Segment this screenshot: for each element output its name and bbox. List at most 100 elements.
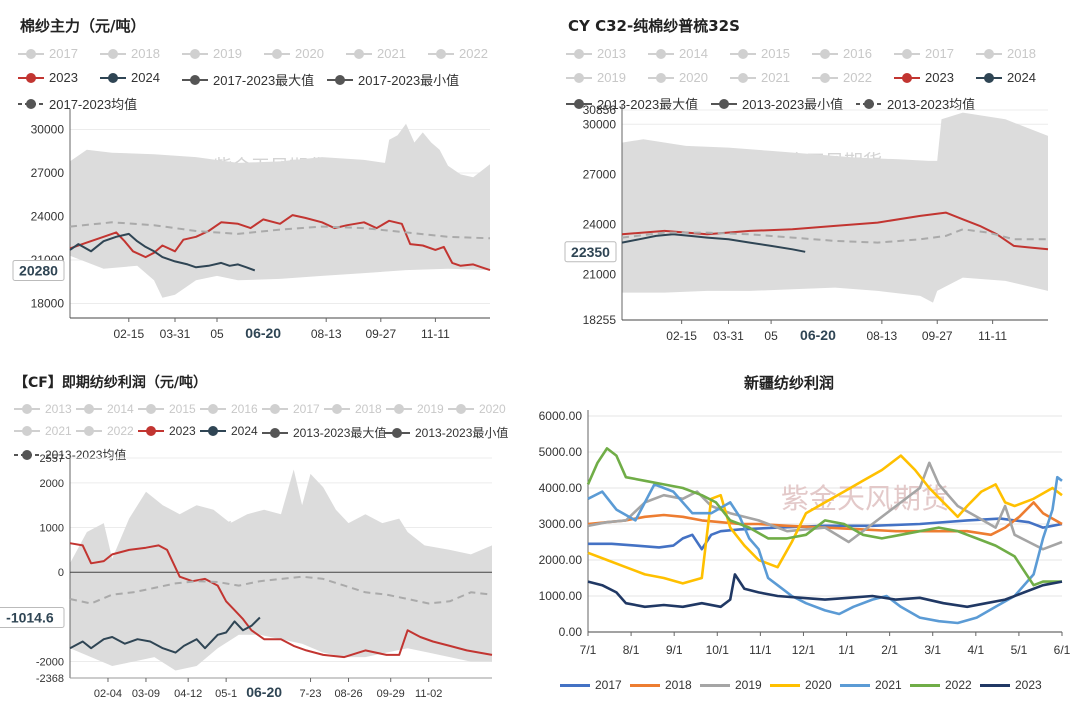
legend-label: 2020 (295, 46, 324, 61)
legend-item[interactable]: 2022 (76, 424, 134, 438)
series-line-2013-2023均值 (621, 228, 1048, 244)
legend-item[interactable]: 2023 (894, 70, 954, 85)
legend-item[interactable]: 2017-2023均值 (18, 94, 137, 113)
legend-item[interactable]: 2013 (566, 46, 626, 61)
legend-item[interactable]: 2018 (630, 678, 692, 692)
legend-item[interactable]: 2022 (428, 46, 488, 61)
legend-label: 2017-2023最大值 (213, 73, 315, 88)
legend-item[interactable]: 2013-2023最小值 (711, 94, 843, 113)
legend-item[interactable]: 2013-2023均值 (856, 94, 975, 113)
y-tick-label: 2000.00 (539, 553, 583, 567)
legend-item[interactable]: 2021 (840, 678, 902, 692)
legend-item[interactable]: 2013-2023最小值 (384, 424, 508, 441)
legend-item[interactable]: 2023 (18, 70, 78, 85)
legend-item[interactable]: 2017 (560, 678, 622, 692)
y-tick-label: 30856 (583, 103, 617, 117)
legend-marker-icon (730, 72, 756, 84)
legend-label: 2013 (45, 402, 72, 416)
x-tick-label: 6/1 (1054, 643, 1071, 657)
legend-item[interactable]: 2018 (100, 46, 160, 61)
chart-legend: 2017 2018 2019 2020 2021 2022 2023 (560, 676, 1080, 694)
legend-marker-icon (14, 403, 40, 415)
max-min-band (70, 123, 490, 298)
legend-label: 2014 (107, 402, 134, 416)
legend-item[interactable]: 2023 (980, 678, 1042, 692)
legend-item[interactable]: 2024 (976, 70, 1036, 85)
legend-item[interactable]: 2017-2023最小值 (327, 70, 459, 89)
legend-item[interactable]: 2017 (18, 46, 78, 61)
legend-item[interactable]: 2014 (648, 46, 708, 61)
legend-item[interactable]: 2019 (566, 70, 626, 85)
legend-item[interactable]: 2016 (200, 402, 258, 416)
series-line-2024 (69, 232, 256, 272)
legend-item[interactable]: 2018 (976, 46, 1036, 61)
legend-item[interactable]: 2015 (138, 402, 196, 416)
legend-line-icon (840, 683, 870, 687)
legend-item[interactable]: 2013 (14, 402, 72, 416)
y-tick-label: 30000 (31, 123, 65, 137)
legend-label: 2024 (231, 424, 258, 438)
legend-marker-icon (182, 48, 208, 60)
y-tick-label: 0.00 (559, 625, 583, 639)
legend-item[interactable]: 2022 (910, 678, 972, 692)
legend-label: 2014 (679, 46, 708, 61)
legend-line-icon (630, 683, 660, 687)
legend-item[interactable]: 2017 (262, 402, 320, 416)
legend-item[interactable]: 2018 (324, 402, 382, 416)
y-tick-label: 18000 (31, 297, 65, 311)
legend-marker-icon (76, 425, 102, 437)
legend-item[interactable]: 2015 (730, 46, 790, 61)
y-tick-label: 24000 (31, 210, 65, 224)
y-tick-label: 24000 (583, 217, 617, 231)
legend-item[interactable]: 2013-2023最大值 (262, 424, 386, 441)
legend-label: 2022 (459, 46, 488, 61)
watermark-text: 紫金天风期货 (781, 483, 949, 514)
legend-label: 2018 (665, 678, 692, 692)
legend-item[interactable]: 2020 (770, 678, 832, 692)
legend-marker-icon (894, 48, 920, 60)
legend-marker-icon (856, 98, 882, 110)
legend-label: 2019 (735, 678, 762, 692)
legend-label: 2022 (107, 424, 134, 438)
legend-item[interactable]: 2021 (730, 70, 790, 85)
legend-label: 2013-2023均值 (887, 97, 976, 112)
legend-item[interactable]: 2017 (894, 46, 954, 61)
x-tick-label: 02-15 (666, 329, 697, 343)
x-tick-label: 03-31 (160, 327, 191, 341)
legend-item[interactable]: 2014 (76, 402, 134, 416)
legend-item[interactable]: 2019 (700, 678, 762, 692)
x-tick-label: 2/1 (881, 643, 898, 657)
legend-item[interactable]: 2019 (182, 46, 242, 61)
current-value-box (564, 241, 617, 263)
legend-item[interactable]: 2020 (448, 402, 506, 416)
x-tick-label: 7-23 (300, 688, 322, 700)
legend-item[interactable]: 2020 (264, 46, 324, 61)
legend-marker-icon (648, 72, 674, 84)
series-line-2023 (69, 214, 491, 272)
legend-label: 2024 (131, 70, 160, 85)
x-tick-label: 1/1 (838, 643, 855, 657)
x-tick-label: 06-20 (246, 684, 282, 700)
legend-marker-icon (200, 425, 226, 437)
legend-item[interactable]: 2021 (346, 46, 406, 61)
x-tick-label: 04-12 (174, 688, 202, 700)
legend-label: 2019 (213, 46, 242, 61)
legend-item[interactable]: 2017-2023最大值 (182, 70, 314, 89)
legend-line-icon (980, 683, 1010, 687)
panel-cf-spinning-profit: 【CF】即期纺纱利润（元/吨） 2013 2014 2015 2016 2017 2018… (0, 354, 520, 708)
legend-item[interactable]: 2016 (812, 46, 872, 61)
legend-item[interactable]: 2020 (648, 70, 708, 85)
x-tick-label: 05-1 (215, 688, 237, 700)
x-tick-label: 10/1 (706, 643, 730, 657)
legend-item[interactable]: 2022 (812, 70, 872, 85)
x-tick-label: 03-31 (713, 329, 744, 343)
legend-item[interactable]: 2024 (100, 70, 160, 85)
legend-item[interactable]: 2021 (14, 424, 72, 438)
legend-marker-icon (648, 48, 674, 60)
x-tick-label: 11-02 (415, 688, 442, 700)
legend-label: 2013-2023最大值 (293, 426, 387, 440)
legend-item[interactable]: 2019 (386, 402, 444, 416)
x-tick-label: 09-27 (922, 329, 953, 343)
legend-item[interactable]: 2024 (200, 424, 258, 438)
legend-item[interactable]: 2023 (138, 424, 196, 438)
